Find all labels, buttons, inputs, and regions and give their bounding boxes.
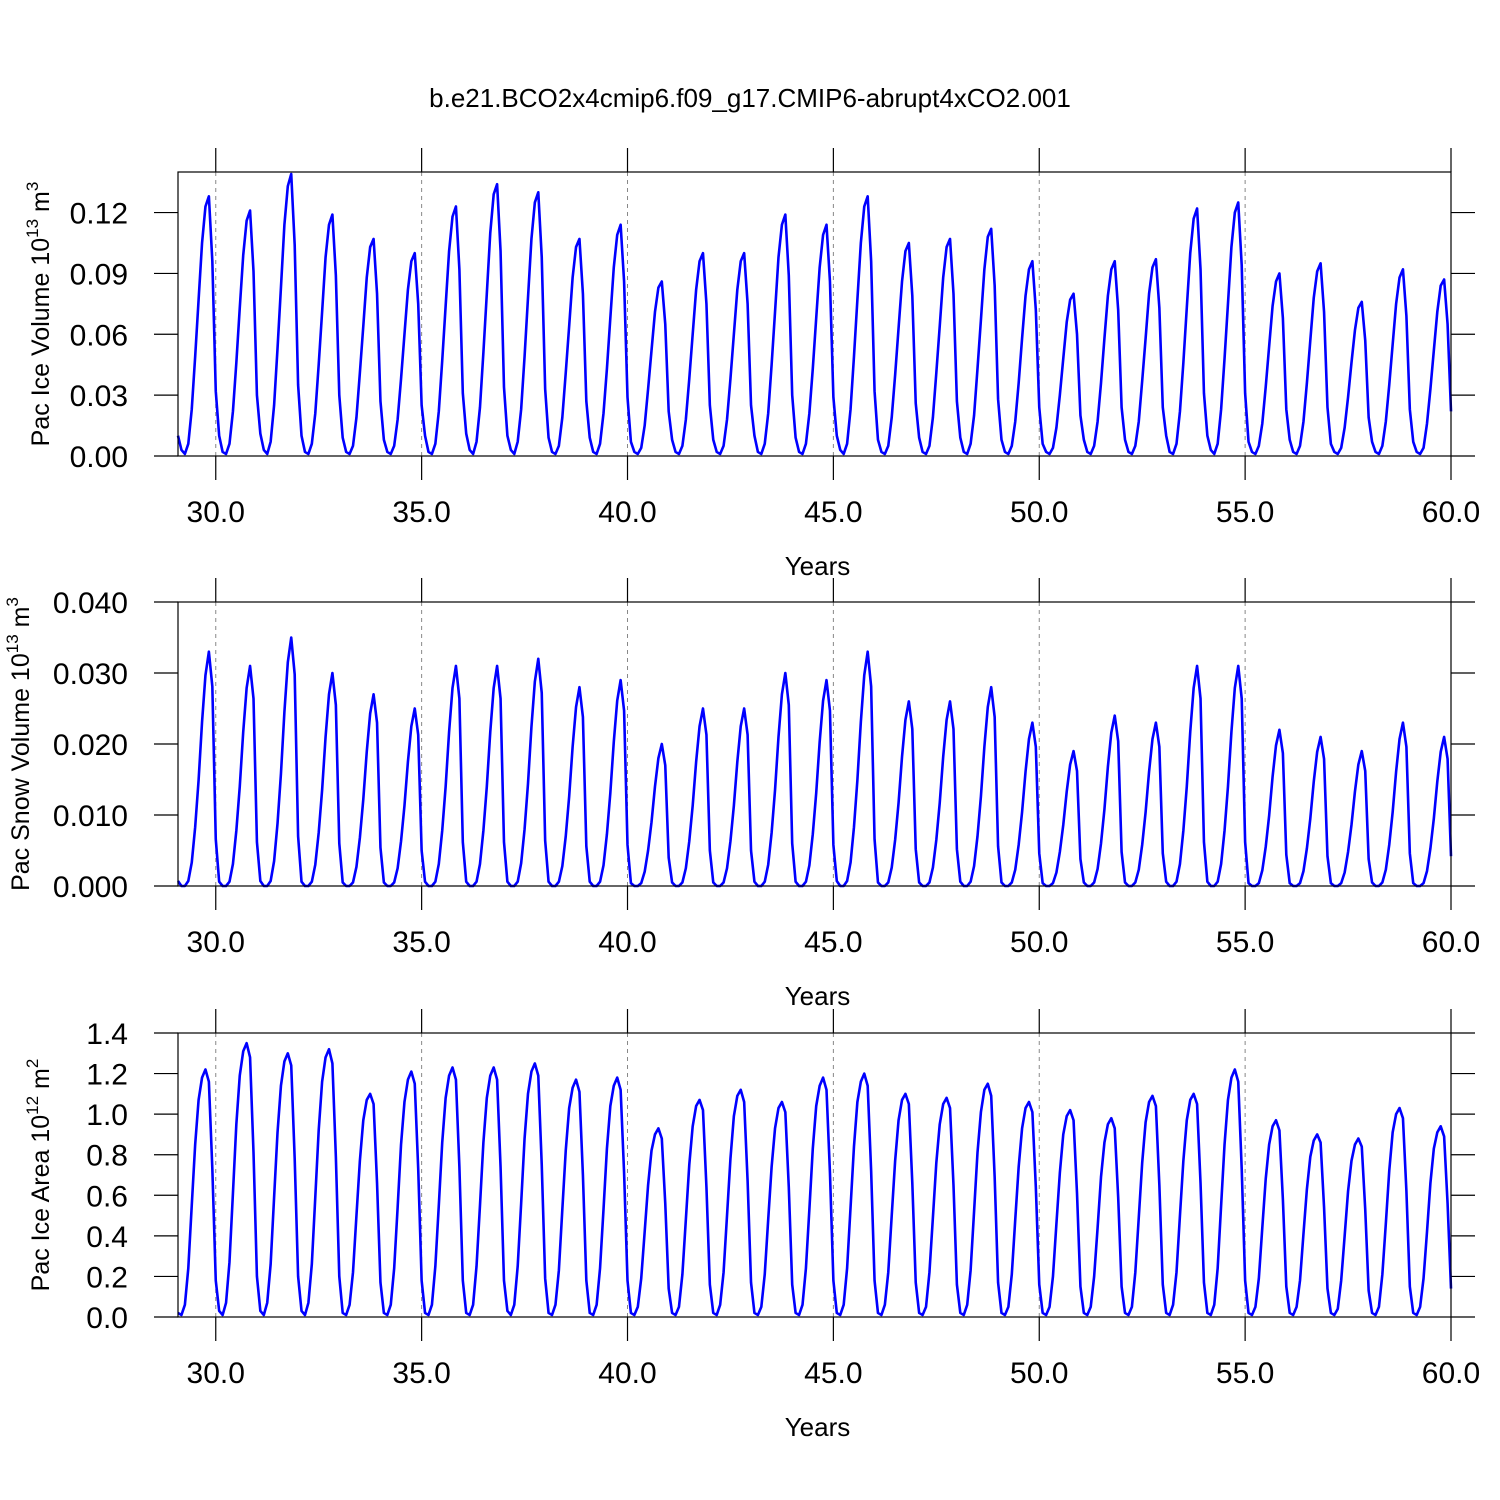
y-tick-label: 1.4 — [86, 1018, 128, 1051]
x-axis-label: Years — [785, 1412, 851, 1442]
x-tick-label: 35.0 — [392, 1357, 450, 1390]
x-tick-label: 45.0 — [804, 1357, 862, 1390]
x-tick-label: 60.0 — [1422, 926, 1480, 959]
y-tick-label: 0.09 — [70, 258, 128, 291]
y-label-part: Pac Ice Area 10 — [27, 1115, 55, 1292]
plot-frame — [177, 1032, 1452, 1318]
x-tick-label: 50.0 — [1010, 926, 1068, 959]
y-label-part: m — [7, 607, 35, 635]
y-tick-label: 0.2 — [86, 1261, 128, 1294]
y-tick-label: 0.030 — [53, 658, 128, 691]
x-tick-label: 40.0 — [598, 926, 656, 959]
x-tick-label: 45.0 — [804, 496, 862, 529]
y-tick-label: 0.040 — [53, 587, 128, 620]
y-tick-label: 0.06 — [70, 319, 128, 352]
y-tick-label: 0.6 — [86, 1180, 128, 1213]
y-label-part: m — [27, 1068, 55, 1096]
x-tick-label: 45.0 — [804, 926, 862, 959]
y-axis-label: Pac Ice Volume 1013 m3 — [23, 182, 55, 447]
data-line — [176, 172, 1453, 456]
y-axis-label: Pac Snow Volume 1013 m3 — [3, 597, 35, 891]
x-tick-label: 35.0 — [392, 926, 450, 959]
x-tick-label: 50.0 — [1010, 496, 1068, 529]
y-axis-label: Pac Ice Area 1012 m2 — [23, 1059, 55, 1292]
x-tick-label: 30.0 — [187, 1357, 245, 1390]
y-label-exponent: 2 — [23, 1059, 42, 1068]
y-tick-label: 0.12 — [70, 198, 128, 231]
figure-title: b.e21.BCO2x4cmip6.f09_g17.CMIP6-abrupt4x… — [429, 83, 1071, 113]
x-axis-label: Years — [785, 551, 851, 581]
x-tick-label: 30.0 — [187, 926, 245, 959]
x-tick-label: 30.0 — [187, 496, 245, 529]
x-tick-label: 55.0 — [1216, 926, 1274, 959]
plot-frame — [177, 601, 1452, 887]
y-label-part: Pac Ice Volume 10 — [27, 238, 55, 446]
x-tick-label: 35.0 — [392, 496, 450, 529]
plot-frame — [177, 171, 1452, 457]
x-tick-label: 60.0 — [1422, 1357, 1480, 1390]
y-tick-label: 0.00 — [70, 441, 128, 474]
x-axis-label: Years — [785, 981, 851, 1011]
y-label-exponent: 12 — [23, 1096, 42, 1115]
y-tick-label: 1.0 — [86, 1099, 128, 1132]
y-tick-label: 1.2 — [86, 1059, 128, 1092]
x-tick-label: 40.0 — [598, 1357, 656, 1390]
y-tick-label: 0.000 — [53, 871, 128, 904]
x-tick-label: 55.0 — [1216, 496, 1274, 529]
y-tick-label: 0.020 — [53, 729, 128, 762]
y-tick-label: 0.4 — [86, 1221, 128, 1254]
y-label-exponent: 13 — [3, 634, 22, 653]
y-label-exponent: 13 — [23, 219, 42, 238]
x-tick-label: 40.0 — [598, 496, 656, 529]
x-tick-label: 50.0 — [1010, 1357, 1068, 1390]
data-line — [177, 1041, 1453, 1317]
y-tick-label: 0.0 — [86, 1302, 128, 1335]
y-tick-label: 0.8 — [86, 1140, 128, 1173]
x-tick-label: 60.0 — [1422, 496, 1480, 529]
y-tick-label: 0.03 — [70, 380, 128, 413]
y-label-exponent: 3 — [23, 182, 42, 191]
y-label-part: Pac Snow Volume 10 — [7, 653, 35, 891]
y-label-part: m — [27, 191, 55, 219]
y-label-exponent: 3 — [3, 597, 22, 606]
x-tick-label: 55.0 — [1216, 1357, 1274, 1390]
y-tick-label: 0.010 — [53, 800, 128, 833]
